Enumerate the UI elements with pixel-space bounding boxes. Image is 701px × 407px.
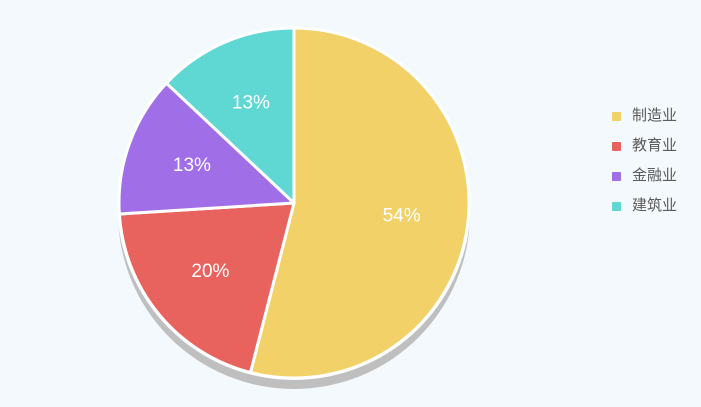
legend-item-label: 制造业	[632, 107, 678, 124]
pie-slice-labels-group: 54% 20% 13% 13%	[173, 92, 421, 282]
pie-slices-group	[117, 26, 471, 380]
pie-slice-label: 20%	[191, 261, 229, 282]
pie-slice[interactable]	[248, 26, 471, 380]
legend-item-label: 教育业	[632, 137, 678, 154]
legend-item[interactable]: 教育业	[612, 138, 701, 154]
pie-slice[interactable]	[164, 26, 296, 205]
legend-color-swatch-icon	[612, 111, 621, 121]
pie-slice-label: 54%	[383, 206, 421, 227]
pie-chart-svg: 54% 20% 13% 13%	[117, 26, 471, 389]
chart-legend: 制造业教育业金融业建筑业	[612, 108, 701, 214]
pie-chart-plot-area: 54% 20% 13% 13%	[117, 26, 471, 389]
pie-slice[interactable]	[117, 81, 296, 216]
legend-item[interactable]: 建筑业	[612, 198, 701, 214]
legend-color-swatch-icon	[612, 141, 621, 151]
pie-slice-label: 13%	[232, 92, 270, 113]
legend-item[interactable]: 金融业	[612, 168, 701, 184]
legend-color-swatch-icon	[612, 201, 621, 211]
legend-item-label: 金融业	[632, 167, 678, 184]
legend-color-swatch-icon	[612, 171, 621, 181]
legend-item-label: 建筑业	[632, 197, 678, 214]
pie-slice[interactable]	[117, 201, 296, 374]
pie-slice-label: 13%	[173, 155, 211, 176]
legend-item[interactable]: 制造业	[612, 108, 701, 124]
